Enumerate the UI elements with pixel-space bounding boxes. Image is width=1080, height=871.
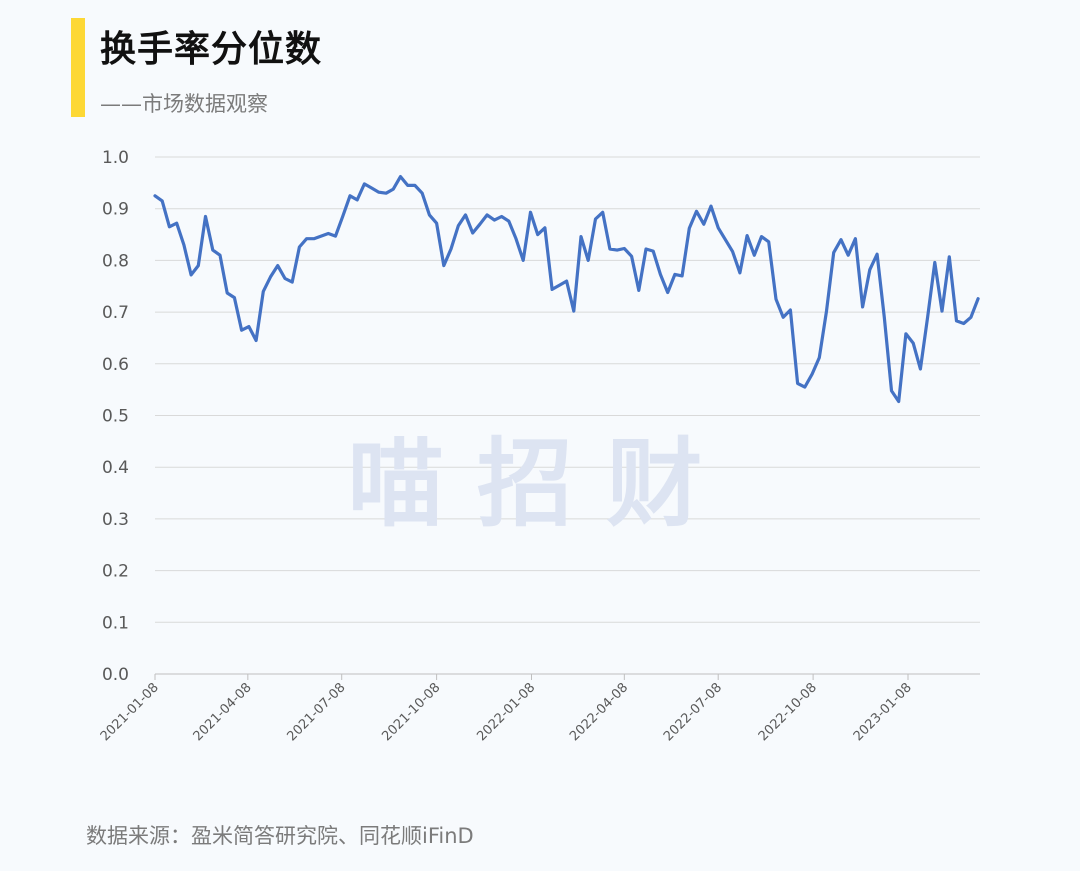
x-tick-label: 2021-01-08 (98, 680, 162, 744)
x-tick-label: 2021-04-08 (191, 680, 255, 744)
watermark: 喵 招 财 (348, 428, 703, 540)
grid-lines (155, 156, 980, 675)
page-subtitle: ——市场数据观察 (100, 92, 268, 116)
y-tick-label: 0.8 (102, 251, 129, 271)
y-tick-label: 0.4 (102, 458, 129, 478)
y-tick-label: 0.0 (102, 665, 129, 685)
data-source-note: 数据来源：盈米简答研究院、同花顺iFinD (86, 824, 474, 848)
y-tick-label: 0.1 (102, 613, 129, 633)
y-tick-label: 0.5 (102, 407, 129, 427)
y-tick-label: 1.0 (102, 148, 129, 168)
title-accent-bar (71, 18, 85, 117)
y-tick-label: 0.2 (102, 562, 129, 582)
x-tick-label: 2022-04-08 (567, 680, 631, 744)
y-tick-label: 0.7 (102, 303, 129, 323)
series-line (153, 175, 980, 404)
y-tick-label: 0.9 (102, 200, 129, 220)
x-tick-label: 2022-01-08 (474, 680, 538, 744)
line-chart: 喵 招 财 0.0 0.1 0.2 0.3 0.4 0.5 0.6 0.7 0.8 0.9 1.0 2… (98, 148, 980, 744)
series-layer (153, 175, 980, 404)
x-tick-label: 2021-07-08 (284, 680, 348, 744)
x-tick-label: 2021-10-08 (379, 680, 443, 744)
x-tick-label: 2022-07-08 (661, 680, 725, 744)
x-tick-label: 2023-01-08 (851, 680, 915, 744)
y-tick-label: 0.3 (102, 510, 129, 530)
page-title: 换手率分位数 (100, 29, 323, 70)
x-tick-label: 2022-10-08 (756, 680, 820, 744)
y-tick-label: 0.6 (102, 355, 129, 375)
